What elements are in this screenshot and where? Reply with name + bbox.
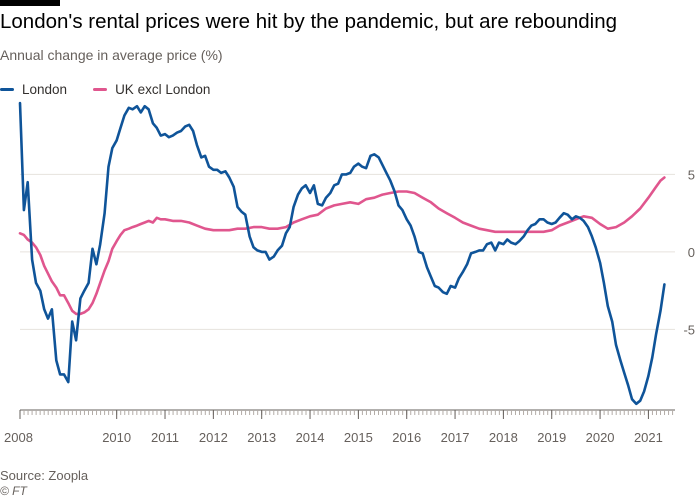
gridlines bbox=[20, 173, 675, 330]
legend-swatch-uk-excl-london bbox=[93, 87, 108, 91]
legend-label-london: London bbox=[22, 81, 68, 97]
legend: London UK excl London bbox=[0, 79, 236, 99]
chart-subtitle: Annual change in average price (%) bbox=[0, 47, 223, 63]
x-tick-label: 2010 bbox=[102, 430, 131, 445]
line-chart: 5 0 -5 2008 2010 2011 2012 2013 2014 2015 2016 201… bbox=[4, 101, 695, 445]
x-tick-label: 2018 bbox=[489, 430, 518, 445]
y-tick-label: 0 bbox=[688, 245, 695, 260]
ft-credit: © FT bbox=[0, 484, 27, 498]
x-tick-label: 2020 bbox=[586, 430, 615, 445]
x-tick-label: 2017 bbox=[441, 430, 470, 445]
series-lines bbox=[18, 101, 666, 406]
legend-swatch-london bbox=[0, 87, 14, 91]
legend-item-uk-excl-london: UK excl London bbox=[93, 82, 210, 97]
chart-title: London's rental prices were hit by the p… bbox=[0, 10, 618, 33]
y-tick-label: -5 bbox=[683, 322, 695, 337]
y-axis-tick-labels: 5 0 -5 bbox=[683, 167, 695, 337]
x-tick-label: 2021 bbox=[634, 430, 663, 445]
series-line-uk-excl-london bbox=[18, 176, 666, 316]
y-tick-label: 5 bbox=[688, 167, 695, 182]
x-tick-label: 2014 bbox=[296, 430, 325, 445]
x-tick-label: 2012 bbox=[199, 430, 228, 445]
x-tick-label: 2013 bbox=[247, 430, 276, 445]
x-tick-label: 2011 bbox=[151, 430, 179, 445]
legend-item-london: London bbox=[0, 82, 67, 97]
x-tick-label: 2008 bbox=[4, 430, 33, 445]
x-axis: 2008 2010 2011 2012 2013 2014 2015 2016 2017 2018… bbox=[4, 409, 675, 445]
ft-top-bar bbox=[0, 0, 60, 6]
legend-label-uk-excl-london: UK excl London bbox=[115, 81, 211, 97]
x-tick-label: 2019 bbox=[537, 430, 566, 445]
series-line-london bbox=[18, 101, 666, 406]
x-tick-label: 2015 bbox=[344, 430, 373, 445]
x-tick-label: 2016 bbox=[392, 430, 421, 445]
source-note: Source: Zoopla bbox=[0, 468, 89, 483]
